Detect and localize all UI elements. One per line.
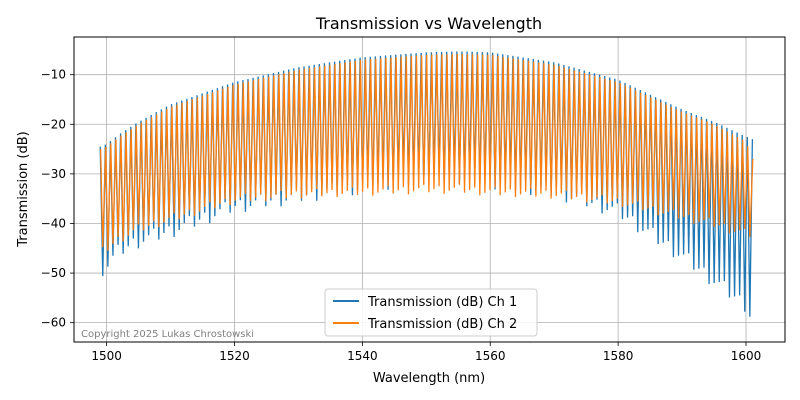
y-tick-label: −50 — [41, 266, 66, 280]
legend-label: Transmission (dB) Ch 1 — [367, 295, 517, 310]
x-tick-label: 1560 — [475, 349, 506, 363]
legend-label: Transmission (dB) Ch 2 — [367, 317, 517, 332]
y-tick-label: −20 — [41, 117, 66, 131]
x-tick-label: 1520 — [219, 349, 250, 363]
x-tick-label: 1580 — [603, 349, 634, 363]
series-layer — [99, 51, 754, 317]
x-tick-label: 1540 — [347, 349, 378, 363]
series-line-ch2 — [99, 53, 754, 251]
plot-frame — [73, 36, 786, 343]
x-tick-label: 1600 — [731, 349, 762, 363]
x-tick-label: 1500 — [91, 349, 122, 363]
y-axis-label: Transmission (dB) — [16, 131, 31, 247]
chart-title: Transmission vs Wavelength — [315, 14, 542, 33]
legend-box — [324, 288, 538, 337]
y-tick-label: −40 — [41, 216, 66, 230]
legend: Transmission (dB) Ch 1 Transmission (dB) … — [324, 288, 538, 337]
x-axis: 1500 1520 1540 1560 1580 1600 — [91, 342, 761, 363]
x-axis-label: Wavelength (nm) — [373, 371, 485, 386]
y-tick-label: −60 — [41, 316, 66, 330]
y-axis: −10 −20 −30 −40 −50 −60 — [41, 68, 74, 330]
y-tick-label: −10 — [41, 68, 66, 82]
y-tick-label: −30 — [41, 167, 66, 181]
copyright-text: Copyright 2025 Lukas Chrostowski — [81, 329, 254, 340]
